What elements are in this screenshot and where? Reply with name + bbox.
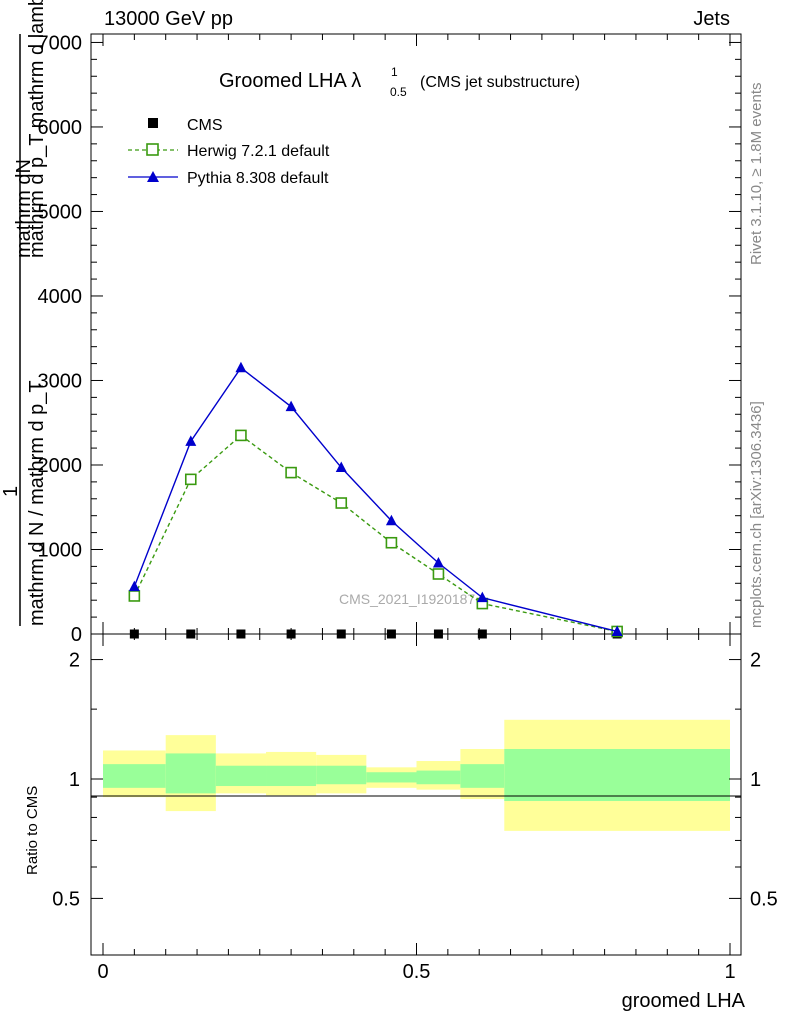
ratio-y-axis-label: Ratio to CMS <box>24 786 41 875</box>
herwig-point <box>432 568 445 580</box>
ratio-uncertainty-bands <box>103 719 730 831</box>
pythia-point <box>476 591 488 603</box>
title-suffix: (CMS jet substructure) <box>420 74 580 91</box>
main-y-tick-label: 7000 <box>38 32 83 54</box>
cms-point <box>129 629 139 639</box>
analysis-watermark: CMS_2021_I1920187 <box>339 591 475 607</box>
plot-title: Groomed LHA λ 1 0.5 (CMS jet substructur… <box>219 65 580 99</box>
ratio-y-tick-label-right: 1 <box>750 769 761 791</box>
herwig-point <box>235 429 247 442</box>
source-url-label: mcplots.cern.ch [arXiv:1306.3436] <box>748 401 765 628</box>
pythia-point <box>432 557 444 568</box>
header-process-label: 13000 GeV pp <box>104 8 233 30</box>
legend-marker-herwig <box>146 143 159 156</box>
ratio-axis-ticks: 0.5 0.5 1 1 2 2 <box>52 650 778 911</box>
title-subscript: 0.5 <box>390 85 407 99</box>
x-axis-ticks: 0 0.5 1 <box>97 34 736 983</box>
legend-marker-pythia <box>147 171 159 182</box>
main-y-tick-label: 2000 <box>38 455 83 477</box>
x-tick-label: 0 <box>97 961 108 983</box>
ratio-y-tick-label-left: 0.5 <box>52 888 80 910</box>
main-y-tick-label: 5000 <box>38 201 83 223</box>
ratio-y-tick-label-left: 2 <box>69 650 80 672</box>
pythia-point <box>335 461 347 473</box>
ratio-y-tick-label-right: 2 <box>750 650 761 672</box>
ratio-band-inner-3 <box>266 765 317 787</box>
ratio-band-inner-2 <box>215 765 267 787</box>
ratio-band-inner-1 <box>165 753 216 794</box>
legend-label-pythia: Pythia 8.308 default <box>187 170 329 187</box>
main-axis-ticks: 0 1000 2000 3000 4000 5000 6000 7000 <box>38 32 741 646</box>
ratio-y-tick-label-right: 0.5 <box>750 888 778 910</box>
cms-point <box>386 629 396 639</box>
title-main: Groomed LHA λ <box>219 70 361 92</box>
ratio-y-tick-label-left: 1 <box>69 769 80 791</box>
y-label-prefactor-1: 1 <box>0 486 22 497</box>
legend-label-herwig: Herwig 7.2.1 default <box>187 143 330 160</box>
cms-point <box>186 629 196 639</box>
ratio-band-inner-6 <box>416 770 461 785</box>
herwig-point <box>285 466 297 479</box>
series-triangle <box>128 361 623 636</box>
title-superscript: 1 <box>391 65 398 79</box>
main-y-tick-label: 3000 <box>38 370 83 392</box>
pythia-point <box>128 580 140 592</box>
pythia-point <box>611 625 623 636</box>
x-tick-label: 0.5 <box>403 961 431 983</box>
cms-point <box>336 629 346 639</box>
pythia-point <box>185 435 197 446</box>
ratio-band-inner-5 <box>366 772 417 783</box>
herwig-point <box>335 497 348 509</box>
ratio-band-inner-7 <box>460 764 505 788</box>
legend-label-cms: CMS <box>187 117 223 134</box>
y-label-numerator: mathrm dN <box>13 159 35 258</box>
legend-marker-cms <box>148 118 158 128</box>
herwig-point <box>128 590 141 602</box>
cms-point <box>477 629 487 639</box>
herwig-point <box>385 536 398 549</box>
rivet-version-label: Rivet 3.1.10, ≥ 1.8M events <box>748 83 765 266</box>
pythia-point <box>235 361 247 373</box>
cms-point <box>236 629 246 639</box>
series-layer <box>128 361 623 639</box>
y-label-prefactor: mathrm d N / mathrm d p_T <box>26 380 48 626</box>
y-label-denominator: mathrm d p_T mathrm d lambda <box>26 0 48 258</box>
main-y-axis-label: mathrm dN mathrm d p_T mathrm d lambda 1… <box>0 0 48 626</box>
legend: CMS Herwig 7.2.1 default Pythia 8.308 de… <box>128 117 330 187</box>
x-axis-label: groomed LHA <box>622 990 746 1012</box>
ratio-band-inner-4 <box>316 765 367 785</box>
header-category-label: Jets <box>693 8 730 30</box>
x-tick-label: 1 <box>724 961 735 983</box>
main-y-tick-label: 6000 <box>38 117 83 139</box>
main-y-tick-label: 0 <box>71 624 82 646</box>
ratio-band-inner-0 <box>103 764 166 788</box>
herwig-point <box>184 473 197 486</box>
main-y-tick-label: 4000 <box>38 286 83 308</box>
ratio-band-inner-8 <box>504 749 730 802</box>
cms-point <box>433 629 443 639</box>
main-y-tick-label: 1000 <box>38 539 83 561</box>
cms-point <box>286 629 296 639</box>
pythia-point <box>385 514 397 526</box>
pythia-point <box>285 400 297 412</box>
